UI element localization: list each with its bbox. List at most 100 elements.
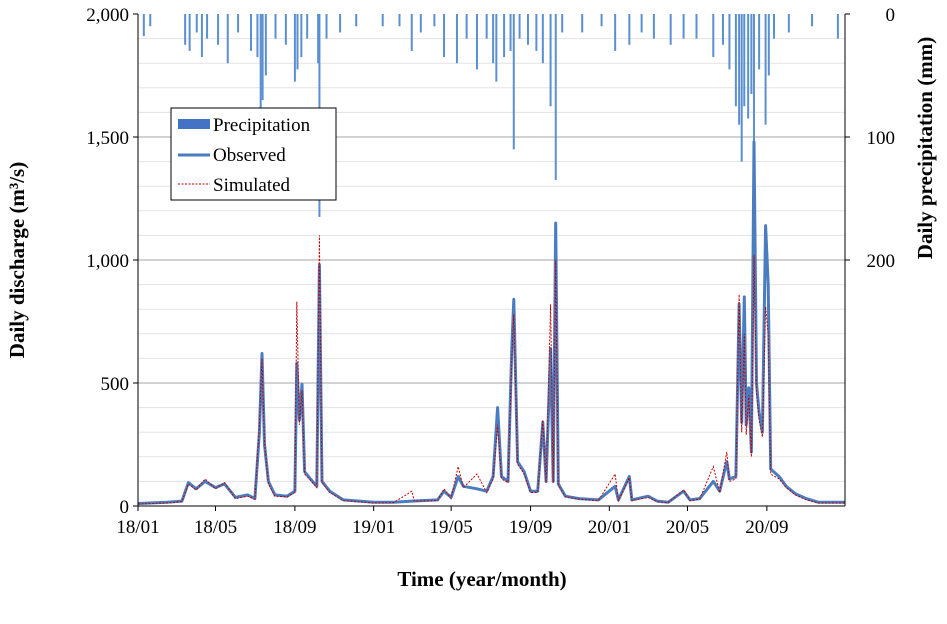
precipitation-bar [149, 14, 152, 27]
precipitation-bar [614, 14, 617, 51]
x-tick-label: 20/01 [588, 517, 631, 538]
precipitation-bar [561, 14, 564, 33]
precipitation-bar [758, 14, 761, 70]
precipitation-bar [518, 14, 521, 39]
precipitation-bar [237, 14, 240, 33]
precipitation-bar [306, 14, 309, 39]
legend-simulated-label: Simulated [213, 175, 291, 196]
simulated-series-line [137, 235, 845, 505]
precipitation-bar [195, 14, 198, 33]
precipitation-bar [465, 14, 468, 39]
precipitation-bar [325, 14, 328, 39]
precipitation-bar [600, 14, 603, 27]
y2-axis-title: Daily precipitation (mm) [913, 37, 937, 259]
y2-tick-label: 200 [867, 251, 896, 272]
x-tick-label: 18/09 [273, 517, 316, 538]
gridlines [138, 38, 845, 482]
x-axis-title: Time (year/month) [397, 567, 566, 591]
precipitation-bar [259, 14, 262, 125]
precipitation-bar [509, 14, 512, 51]
precipitation-bar [296, 14, 299, 70]
precipitation-bar [443, 14, 446, 58]
precipitation-bar [410, 14, 413, 51]
precipitation-bar [274, 14, 277, 39]
precipitation-bar [764, 14, 767, 125]
precipitation-bar [226, 14, 229, 64]
precipitation-bar [640, 14, 643, 33]
y-tick-label: 500 [101, 374, 130, 395]
precipitation-bar [184, 14, 187, 45]
y-tick-label: 1,500 [86, 128, 129, 149]
precipitation-bar [317, 14, 320, 64]
precipitation-bar [261, 14, 264, 101]
precipitation-bar [740, 14, 743, 162]
precipitation-bar [249, 14, 252, 51]
precipitation-bar [381, 14, 384, 27]
precipitation-bar [293, 14, 296, 82]
precipitation-bar [300, 14, 303, 58]
precipitation-bar [264, 14, 267, 76]
precipitation-bar [752, 14, 755, 144]
precipitation-bar [743, 14, 746, 107]
precipitation-bar [747, 14, 750, 119]
precipitation-bar [433, 14, 436, 27]
precipitation-bar [526, 14, 529, 45]
precipitation-bar [284, 14, 287, 45]
precipitation-bar [475, 14, 478, 70]
x-tick-label: 18/05 [194, 517, 237, 538]
precipitation-bar [734, 14, 737, 107]
precipitation-bar [355, 14, 358, 27]
precipitation-bar [767, 14, 770, 76]
precipitation-bar [682, 14, 685, 39]
precipitation-bar [712, 14, 715, 58]
x-tick-label: 19/01 [352, 517, 395, 538]
y-tick-label: 2,000 [86, 5, 129, 26]
precipitation-bar [811, 14, 814, 27]
y-tick-label: 1,000 [86, 251, 129, 272]
y-axis-title: Daily discharge (m³/s) [5, 162, 29, 358]
precipitation-bar [206, 14, 209, 39]
precipitation-bar [339, 14, 342, 33]
precipitation-bar [554, 14, 557, 181]
x-axis-tick-labels: 18/01 18/05 18/09 19/01 19/05 19/09 20/01 20/05… [116, 517, 788, 538]
precipitation-bar [652, 14, 655, 39]
precipitation-bar [485, 14, 488, 39]
precipitation-bar [512, 14, 515, 150]
precipitation-bar [549, 14, 552, 107]
precipitation-bar [419, 14, 422, 33]
precipitation-bar [750, 14, 753, 94]
y-axis-tick-labels: 0 500 1,000 1,500 2,000 [86, 5, 129, 518]
legend-precipitation-label: Precipitation [213, 115, 311, 136]
precipitation-bar [669, 14, 672, 45]
legend: Precipitation Observed Simulated [170, 107, 337, 201]
precipitation-bar [256, 14, 259, 58]
precipitation-bar [200, 14, 203, 58]
y2-tick-label: 100 [867, 128, 896, 149]
precipitation-bar [495, 14, 498, 82]
precipitation-bar [188, 14, 191, 51]
precipitation-bar [492, 14, 495, 64]
x-tick-label: 19/09 [509, 517, 552, 538]
precipitation-bar [772, 14, 775, 39]
precipitation-bar [503, 14, 506, 58]
precipitation-bar [541, 14, 544, 64]
x-tick-label: 20/05 [666, 517, 709, 538]
legend-observed-label: Observed [213, 145, 286, 166]
precipitation-bar [535, 14, 538, 51]
precipitation-bar [142, 14, 145, 37]
precipitation-bar [787, 14, 790, 33]
axes [133, 13, 850, 511]
x-tick-label: 20/09 [745, 517, 788, 538]
y2-tick-label: 0 [886, 5, 896, 26]
legend-precipitation-swatch [178, 119, 210, 129]
x-tick-label: 19/05 [430, 517, 473, 538]
precipitation-bar [455, 14, 458, 64]
precipitation-bar [721, 14, 724, 45]
precipitation-bar [217, 14, 220, 45]
precipitation-bar [728, 14, 731, 70]
precipitation-bar [695, 14, 698, 39]
precipitation-bar [836, 14, 839, 39]
precipitation-bar [398, 14, 401, 27]
